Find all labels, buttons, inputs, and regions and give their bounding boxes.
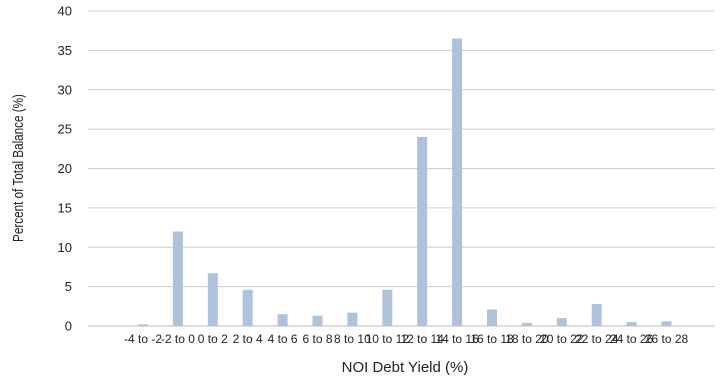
x-tick-label: 6 to 8 xyxy=(302,332,332,346)
y-tick-label: 25 xyxy=(58,122,72,137)
bar xyxy=(557,318,567,326)
bar xyxy=(522,323,532,326)
bar xyxy=(243,290,253,326)
bar xyxy=(278,314,288,326)
y-tick-label: 20 xyxy=(58,161,72,176)
bar xyxy=(662,321,672,326)
y-tick-label: 0 xyxy=(65,319,72,334)
bar xyxy=(487,309,497,326)
x-tick-label: -4 to -2 xyxy=(124,332,162,346)
bar xyxy=(382,290,392,326)
x-tick-label: 26 to 28 xyxy=(645,332,689,346)
y-tick-labels: 0 5 10 15 20 25 30 35 40 xyxy=(58,4,72,334)
y-tick-label: 5 xyxy=(65,279,72,294)
y-tick-label: 35 xyxy=(58,43,72,58)
x-tick-label: 4 to 6 xyxy=(268,332,298,346)
x-tick-label: -2 to 0 xyxy=(161,332,195,346)
y-tick-label: 10 xyxy=(58,240,72,255)
y-tick-label: 40 xyxy=(58,4,72,19)
bar xyxy=(592,304,602,326)
bar xyxy=(417,137,427,326)
bars xyxy=(138,39,672,326)
x-tick-label: 2 to 4 xyxy=(233,332,263,346)
bar xyxy=(173,232,183,327)
y-axis-title: Percent of Total Balance (%) xyxy=(10,94,27,242)
bar xyxy=(313,316,323,326)
y-tick-label: 15 xyxy=(58,200,72,215)
bar xyxy=(138,324,148,326)
y-tick-label: 30 xyxy=(58,82,72,97)
bar xyxy=(347,313,357,326)
x-tick-label: 0 to 2 xyxy=(198,332,228,346)
bar xyxy=(627,322,637,326)
x-axis-title: NOI Debt Yield (%) xyxy=(342,359,469,376)
bar xyxy=(208,273,218,326)
bar xyxy=(452,39,462,326)
